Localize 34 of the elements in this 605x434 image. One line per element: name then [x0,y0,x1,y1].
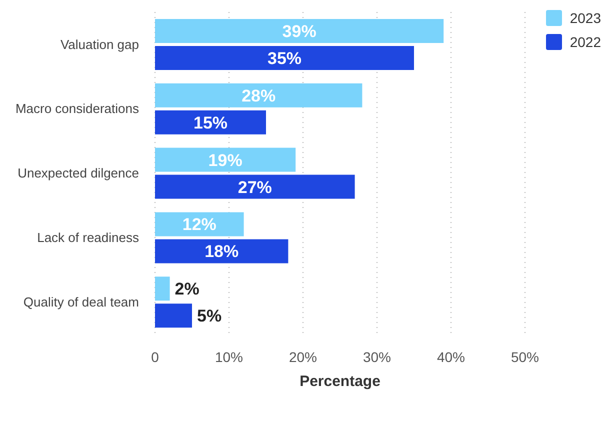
data-label: 39% [282,22,316,41]
data-label: 28% [242,86,276,106]
data-label: 15% [193,113,228,132]
data-label: 19% [208,150,242,170]
y-tick-label: Lack of readiness [37,230,140,246]
bar [155,46,414,70]
x-tick-label: 20% [288,348,318,365]
y-tick-label: Macro considerations [15,101,140,116]
bar [155,110,266,134]
x-tick-label: 0 [151,348,160,365]
y-tick-label: Unexpected dilgence [18,166,139,181]
data-label: 12% [182,215,216,234]
bar [155,148,296,172]
y-tick-label: Valuation gap [60,36,139,52]
legend-label: 2023 [570,10,601,26]
data-label: 5% [197,306,222,326]
legend-label: 2022 [570,34,601,50]
x-tick-label: 10% [214,348,244,365]
bar [155,212,244,236]
data-label: 27% [238,178,272,197]
bar [155,19,444,43]
data-label: 35% [267,48,302,68]
data-label: 2% [174,280,200,299]
bar [155,276,170,301]
x-tick-label: 30% [362,348,392,365]
data-label: 18% [204,242,239,262]
x-axis-title: Percentage [300,373,380,390]
x-tick-label: 50% [510,348,540,365]
bar [155,174,355,199]
y-tick-label: Quality of deal team [23,294,139,310]
x-tick-label: 40% [436,348,466,365]
bar [155,239,288,264]
bar [155,304,192,328]
bar [155,83,362,108]
